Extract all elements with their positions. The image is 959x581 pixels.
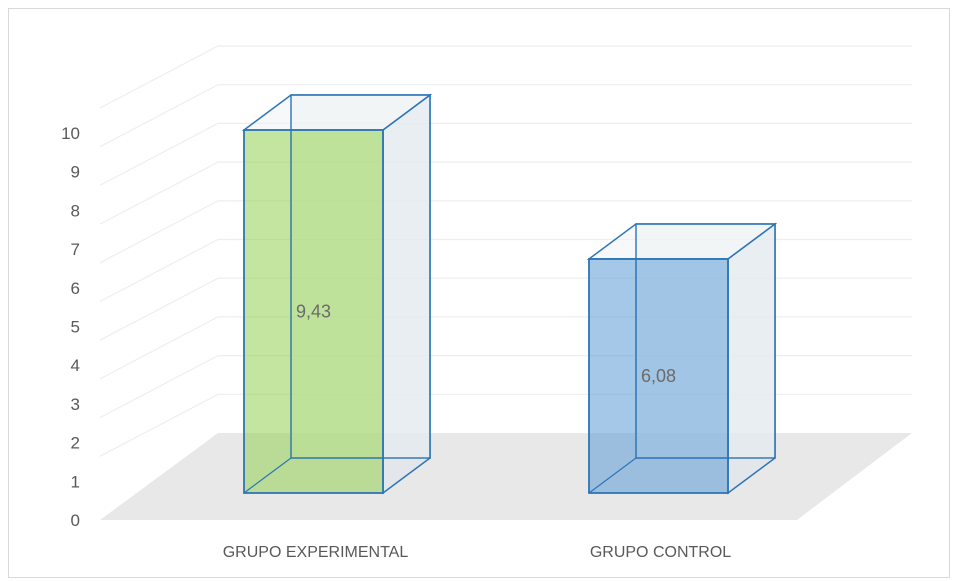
bars: 9,43 6,08 [241,93,778,495]
gridline [99,355,912,419]
x-category-label: GRUPO CONTROL [590,544,731,561]
gridline [99,122,912,186]
y-axis-ticks: 0 1 2 3 4 5 6 7 8 9 10 [61,124,80,530]
y-tick-label: 4 [71,356,80,375]
grid-layer [99,45,912,457]
y-tick-label: 6 [71,279,80,298]
gridline [99,45,912,109]
gridline [99,161,912,225]
y-tick-label: 3 [71,395,80,414]
data-label: 9,43 [296,302,331,322]
y-tick-label: 8 [71,201,80,220]
y-tick-label: 5 [71,318,80,337]
y-tick-label: 2 [71,434,80,453]
gridline [99,200,912,264]
y-tick-label: 7 [71,240,80,259]
y-tick-label: 1 [71,472,80,491]
bar: 6,08 [586,222,778,495]
gridline [99,277,912,341]
gridline [99,316,912,380]
data-label: 6,08 [641,366,676,386]
bar: 9,43 [241,93,433,495]
chart-floor [100,433,912,520]
gridline [99,84,912,148]
y-tick-label: 0 [71,511,80,530]
x-category-label: GRUPO EXPERIMENTAL [223,544,409,561]
gridline [99,238,912,303]
y-tick-label: 9 [71,163,80,182]
bar-side-face [727,222,776,495]
bar-front-face [588,258,729,494]
y-tick-label: 10 [61,124,80,143]
bar-front-face [243,129,384,494]
x-axis-categories: GRUPO EXPERIMENTAL GRUPO CONTROL [223,544,732,561]
bar-side-face [382,93,431,495]
